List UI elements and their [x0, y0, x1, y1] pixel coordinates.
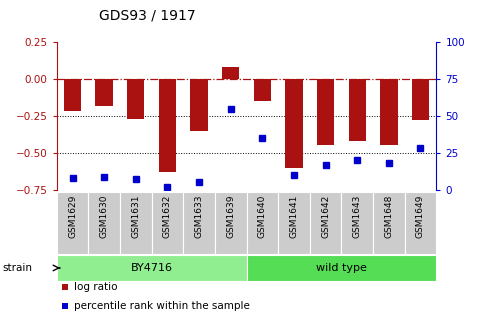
Bar [57, 255, 246, 281]
Bar [159, 79, 176, 172]
Bar [127, 79, 144, 119]
Bar [246, 255, 436, 281]
Bar [64, 79, 81, 112]
Text: GSM1632: GSM1632 [163, 195, 172, 238]
Text: percentile rank within the sample: percentile rank within the sample [73, 301, 249, 311]
Bar [310, 192, 341, 254]
Text: wild type: wild type [316, 263, 367, 273]
Text: GSM1643: GSM1643 [352, 195, 362, 238]
Bar [246, 192, 278, 254]
Bar [253, 79, 271, 101]
Bar [341, 192, 373, 254]
Text: GSM1648: GSM1648 [385, 195, 393, 238]
Text: BY4716: BY4716 [131, 263, 173, 273]
Bar [278, 192, 310, 254]
Text: GSM1631: GSM1631 [131, 195, 141, 238]
Text: GSM1649: GSM1649 [416, 195, 425, 238]
Text: GSM1639: GSM1639 [226, 195, 235, 238]
Text: log ratio: log ratio [73, 282, 117, 292]
Text: GSM1642: GSM1642 [321, 195, 330, 238]
Bar [405, 192, 436, 254]
Text: GSM1629: GSM1629 [68, 195, 77, 238]
Text: GSM1641: GSM1641 [289, 195, 298, 238]
Bar [373, 192, 405, 254]
Bar [183, 192, 215, 254]
Text: strain: strain [2, 263, 33, 273]
Bar [317, 79, 334, 145]
Bar [88, 192, 120, 254]
Text: GSM1633: GSM1633 [195, 195, 204, 238]
Bar [285, 79, 303, 168]
Bar [190, 79, 208, 131]
Bar [96, 79, 113, 106]
Bar [380, 79, 397, 145]
Bar [152, 192, 183, 254]
Text: GSM1630: GSM1630 [100, 195, 108, 238]
Bar [222, 67, 240, 79]
Text: GSM1640: GSM1640 [258, 195, 267, 238]
Bar [412, 79, 429, 120]
Bar [215, 192, 246, 254]
Text: GDS93 / 1917: GDS93 / 1917 [99, 8, 195, 23]
Bar [120, 192, 152, 254]
Bar [57, 192, 88, 254]
Bar [349, 79, 366, 141]
